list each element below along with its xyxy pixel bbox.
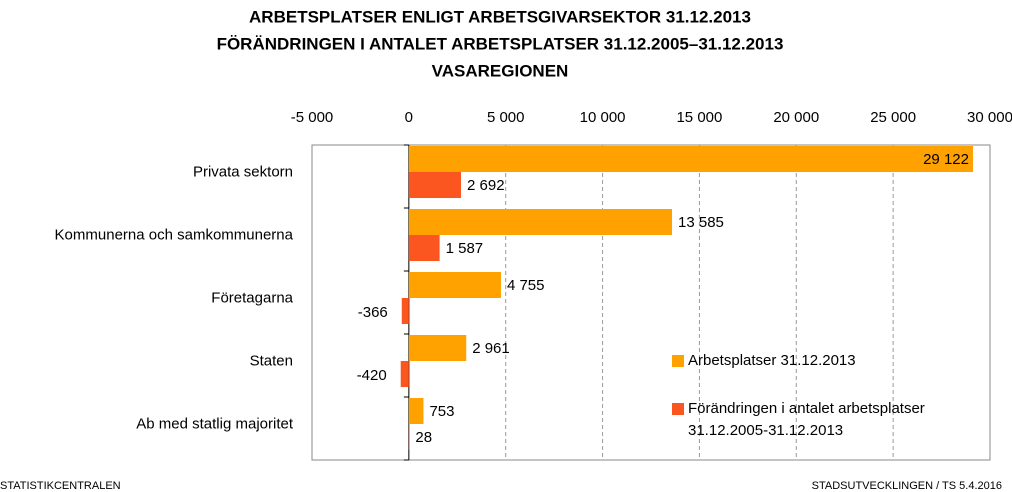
bar [408,209,673,235]
x-tick-label: 30 000 [967,109,1012,126]
bar [401,298,409,324]
value-label: 28 [415,429,432,446]
y-tick-label: Staten [250,352,293,369]
y-tick-label: Företagarna [211,289,293,306]
value-label: 753 [429,403,454,420]
x-tick-label: -5 000 [291,109,334,126]
footer: STADSUTVECKLINGEN / TS 5.4.2016 [812,480,1002,492]
legend-label: Förändringen i antalet arbetsplatser 31.… [688,400,925,439]
legend-swatch [672,355,684,367]
bar [400,361,409,387]
x-tick-label: 0 [405,109,413,126]
bar [408,398,424,424]
y-tick-label: Privata sektorn [193,163,293,180]
x-tick-label: 15 000 [676,109,722,126]
value-label: 2 692 [467,177,505,194]
bar [408,235,440,261]
legend-swatch [672,403,684,415]
legend-label: Arbetsplatser 31.12.2013 [688,352,856,369]
value-label: 29 122 [923,151,969,168]
footer: STATISTIKCENTRALEN [0,480,121,492]
y-tick-label: Kommunerna och samkommunerna [55,226,294,243]
y-tick-label: Ab med statlig majoritet [136,415,294,432]
value-label: 4 755 [507,277,545,294]
x-tick-label: 20 000 [773,109,819,126]
value-label: 1 587 [446,240,484,257]
chart-title: VASAREGIONEN [432,61,569,80]
chart-title: FÖRÄNDRINGEN I ANTALET ARBETSPLATSER 31.… [217,34,784,53]
value-label: -420 [357,367,387,384]
plot-frame [311,144,991,461]
bar [408,146,973,172]
value-label: -366 [358,304,388,321]
bar [408,335,467,361]
value-label: 13 585 [678,214,724,231]
x-tick-label: 5 000 [487,109,525,126]
bar [408,424,410,450]
x-tick-label: 25 000 [870,109,916,126]
chart-title: ARBETSPLATSER ENLIGT ARBETSGIVARSEKTOR 3… [249,7,751,26]
x-tick-label: 10 000 [580,109,626,126]
bar [408,272,501,298]
value-label: 2 961 [472,340,510,357]
bar [408,172,462,198]
